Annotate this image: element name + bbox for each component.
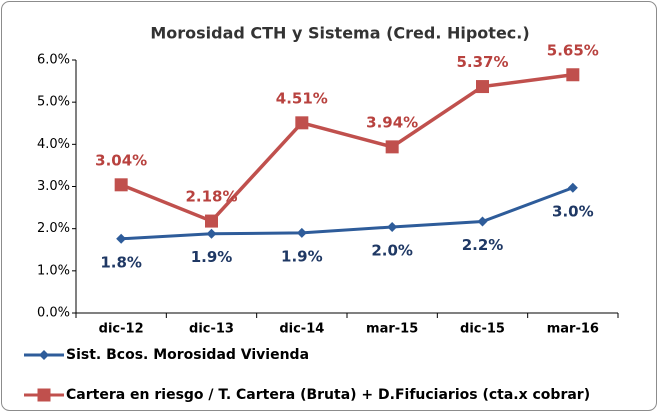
point <box>385 140 399 154</box>
point <box>37 388 51 402</box>
data-label: 2.0% <box>371 241 413 259</box>
data-label: 3.0% <box>552 202 594 220</box>
y-tick-label: 2.0% <box>37 221 70 236</box>
data-label: 1.9% <box>191 248 233 266</box>
point <box>477 216 488 227</box>
x-tick-label: mar-16 <box>547 322 599 337</box>
x-tick-label: mar-15 <box>366 322 418 337</box>
data-label: 1.9% <box>281 247 323 265</box>
point <box>39 350 49 360</box>
y-tick-label: 0.0% <box>37 306 70 321</box>
series-line <box>120 73 574 224</box>
data-label: 3.94% <box>366 113 418 131</box>
point <box>476 80 489 94</box>
x-tick-label: dic-14 <box>279 322 324 337</box>
point <box>296 227 307 238</box>
data-label: 2.2% <box>462 236 504 254</box>
point <box>295 116 309 130</box>
point <box>206 228 217 239</box>
x-tick-label: dic-15 <box>460 322 505 337</box>
x-tick-label: dic-12 <box>99 322 144 337</box>
data-label: 3.04% <box>95 151 147 169</box>
chart-title: Morosidad CTH y Sistema (Cred. Hipotec.) <box>150 24 529 43</box>
data-label: 5.37% <box>456 53 508 71</box>
data-label: 4.51% <box>276 89 328 107</box>
point <box>116 233 127 244</box>
point <box>566 68 580 82</box>
y-tick-label: 5.0% <box>37 95 70 110</box>
point <box>205 214 218 228</box>
y-tick-label: 4.0% <box>37 137 70 152</box>
data-label: 5.65% <box>547 41 599 59</box>
data-label: 2.18% <box>185 188 237 206</box>
point <box>387 221 398 232</box>
series-line <box>121 186 574 241</box>
y-tick-label: 6.0% <box>37 53 70 68</box>
legend-label: Cartera en riesgo / T. Cartera (Bruta) +… <box>66 387 590 403</box>
y-tick-label: 3.0% <box>37 179 70 194</box>
data-label: 1.8% <box>100 253 142 271</box>
point <box>114 178 128 192</box>
y-tick-label: 1.0% <box>37 263 70 278</box>
point <box>567 182 578 193</box>
x-tick-label: dic-13 <box>189 322 234 337</box>
legend-label: Sist. Bcos. Morosidad Vivienda <box>66 347 309 363</box>
